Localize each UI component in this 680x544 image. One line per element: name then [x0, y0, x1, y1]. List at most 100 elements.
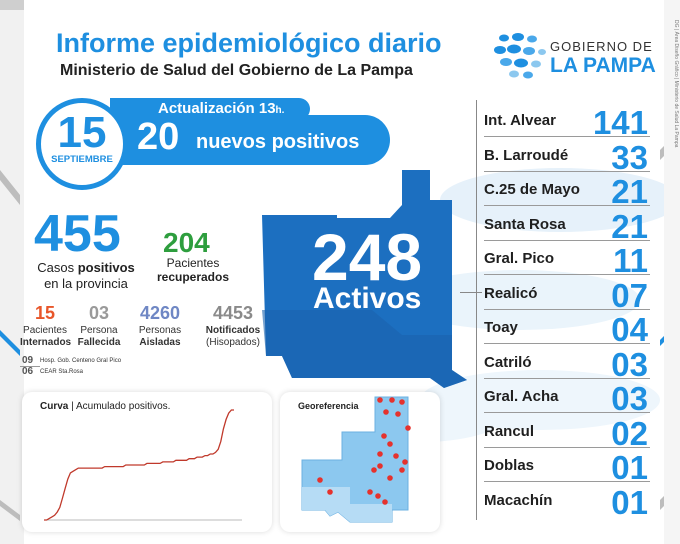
- locality-count: 01: [611, 483, 648, 521]
- cases-label-prefix: Casos: [37, 260, 78, 275]
- cases-label: Casos positivos en la provincia: [26, 260, 146, 291]
- georef-dot: [377, 397, 383, 403]
- georef-dot: [402, 459, 408, 465]
- georef-dot: [387, 441, 393, 447]
- map-connector: [460, 292, 482, 293]
- stat-label-line2: (Hisopados): [206, 336, 260, 348]
- curve-title-bold: Curva: [40, 401, 69, 412]
- logo-pills-icon: [494, 33, 546, 79]
- stat-label-line2: Aisladas: [139, 336, 181, 348]
- georef-dot: [367, 489, 373, 495]
- stat-label-line1: Notificados: [205, 325, 261, 336]
- stat-item: 4260 Personas Aisladas: [128, 304, 192, 348]
- province-map: [262, 170, 467, 388]
- curve-line: [44, 409, 234, 521]
- stat-label-line1: Personas: [138, 325, 182, 336]
- georef-dot: [387, 475, 393, 481]
- hospital-item: 06 CEAR Sta.Rosa: [22, 366, 182, 377]
- hospital-name: CEAR Sta.Rosa: [40, 368, 84, 375]
- georef-map-lower: [302, 487, 392, 522]
- georef-dot: [393, 453, 399, 459]
- stat-value: 4453: [212, 303, 254, 323]
- locality-count: 03: [611, 380, 648, 417]
- locality-divider: [484, 481, 650, 482]
- locality-vertical-line: [476, 100, 477, 520]
- georef-dot: [327, 489, 333, 495]
- logo: GOBIERNO DE LA PAMPA: [492, 28, 656, 86]
- locality-count: 03: [611, 345, 648, 383]
- stat-item: 15 Pacientes Internados: [20, 303, 72, 348]
- stat-value: 4260: [139, 303, 181, 323]
- georef-dot: [381, 433, 387, 439]
- georef-dot: [399, 399, 405, 405]
- locality-divider: [484, 308, 650, 310]
- curve-title: Curva | Acumulado positivos.: [40, 402, 170, 412]
- locality-count: 02: [611, 414, 648, 452]
- locality-name: Gral. Pico: [484, 250, 555, 267]
- locality-count: 21: [611, 173, 648, 210]
- locality-divider: [484, 170, 650, 172]
- locality-name: Doblas: [484, 457, 535, 474]
- curve-panel: Curva | Acumulado positivos.: [22, 392, 272, 532]
- locality-name: C.25 de Mayo: [484, 181, 580, 198]
- georef-dot: [377, 463, 383, 469]
- side-credit: DG | Área Diseño Gráfico | Ministerio de…: [673, 20, 679, 148]
- date-day: 15: [57, 108, 107, 157]
- locality-count: 04: [611, 311, 648, 348]
- locality-name: Rancul: [484, 422, 535, 440]
- hospital-item: 09 Hosp. Gob. Centeno Gral Pico: [22, 355, 182, 366]
- stat-item: 03 Persona Fallecida: [74, 304, 124, 348]
- georef-dot: [383, 409, 389, 415]
- georef-dot: [317, 477, 323, 483]
- locality-divider: [484, 136, 650, 137]
- stat-label-line2: Internados: [20, 336, 72, 348]
- locality-divider: [484, 446, 650, 448]
- logo-line1: GOBIERNO DE: [550, 39, 653, 54]
- locality-name: Santa Rosa: [484, 215, 566, 233]
- hospital-count: 09: [22, 355, 34, 366]
- locality-count: 141: [592, 104, 648, 141]
- hospital-name: Hosp. Gob. Centeno Gral Pico: [40, 357, 122, 364]
- georef-dot: [389, 397, 395, 403]
- active-label: Activos: [313, 282, 422, 315]
- recovered-label-line2: recuperados: [156, 270, 230, 285]
- locality-divider: [484, 343, 650, 344]
- georef-map: [301, 396, 411, 523]
- cases-value: 455: [34, 205, 121, 263]
- hospital-list: 09 Hosp. Gob. Centeno Gral Pico 06 CEAR …: [22, 355, 182, 377]
- locality-name: Macachín: [484, 491, 553, 509]
- cases-label-bold: positivos: [77, 260, 135, 275]
- stat-label-line2: Fallecida: [77, 336, 121, 348]
- update-label: Actualización 13h.: [158, 101, 284, 116]
- georef-dot: [375, 493, 381, 499]
- locality-name: Realicó: [484, 284, 538, 302]
- georef-title: Georeferencia: [298, 401, 359, 411]
- locality-divider: [484, 274, 650, 275]
- date-month: SEPTIEMBRE: [51, 154, 113, 165]
- locality-count: 01: [611, 449, 648, 486]
- georef-dot: [399, 467, 405, 473]
- page-title: Informe epidemiológico diario: [56, 28, 442, 58]
- active-value: 248: [312, 220, 423, 294]
- locality-divider: [484, 377, 650, 379]
- locality-divider: [484, 205, 650, 206]
- new-positives-label: nuevos positivos: [196, 131, 360, 153]
- date-badge: 15 SEPTIEMBRE: [36, 98, 128, 190]
- locality-name: Gral. Acha: [484, 388, 559, 405]
- stat-value: 15: [34, 303, 56, 323]
- locality-divider: [484, 412, 650, 413]
- recovered-value: 204: [163, 227, 210, 258]
- province-map-shade: [262, 310, 467, 388]
- georef-dot: [382, 499, 388, 505]
- hospital-divider: [20, 366, 40, 367]
- stat-label-line1: Pacientes: [23, 325, 67, 336]
- recovered-label: Pacientes recuperados: [150, 256, 236, 285]
- cases-label-line2: en la provincia: [44, 275, 128, 291]
- stat-label-line1: Persona: [80, 325, 118, 336]
- curve-chart: [44, 409, 242, 521]
- georef-panel: Georeferencia: [280, 392, 440, 532]
- locality-name: Int. Alvear: [484, 112, 556, 129]
- stat-item: 4453 Notificados (Hisopados): [198, 304, 268, 348]
- locality-count: 33: [611, 138, 648, 176]
- update-banner-top: [110, 98, 310, 120]
